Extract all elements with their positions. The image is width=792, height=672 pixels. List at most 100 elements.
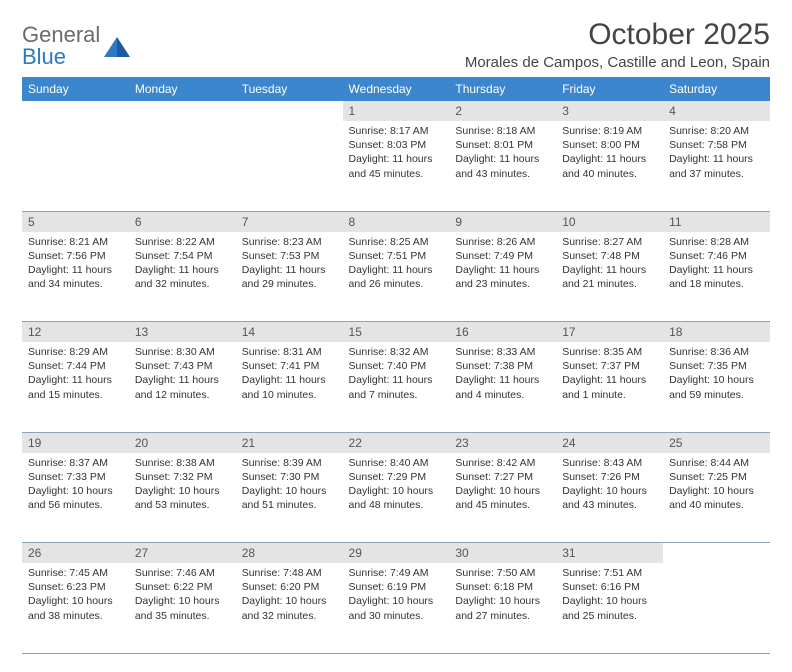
day-cell: Sunrise: 8:35 AMSunset: 7:37 PMDaylight:… xyxy=(556,342,663,432)
day-cell-content: Sunrise: 8:28 AMSunset: 7:46 PMDaylight:… xyxy=(663,232,770,298)
day-cell: Sunrise: 8:22 AMSunset: 7:54 PMDaylight:… xyxy=(129,232,236,322)
day-cell-content: Sunrise: 8:31 AMSunset: 7:41 PMDaylight:… xyxy=(236,342,343,408)
weekday-header: Sunday xyxy=(22,77,129,101)
day-cell-content: Sunrise: 8:43 AMSunset: 7:26 PMDaylight:… xyxy=(556,453,663,519)
day-number: 29 xyxy=(343,543,450,564)
day-number xyxy=(236,101,343,121)
day-cell-content: Sunrise: 7:49 AMSunset: 6:19 PMDaylight:… xyxy=(343,563,450,629)
day-cell-content: Sunrise: 8:19 AMSunset: 8:00 PMDaylight:… xyxy=(556,121,663,187)
day-cell-content: Sunrise: 8:39 AMSunset: 7:30 PMDaylight:… xyxy=(236,453,343,519)
month-title: October 2025 xyxy=(465,18,770,52)
day-number: 5 xyxy=(22,211,129,232)
day-cell xyxy=(663,563,770,653)
day-number: 3 xyxy=(556,101,663,121)
day-cell: Sunrise: 8:25 AMSunset: 7:51 PMDaylight:… xyxy=(343,232,450,322)
day-number: 28 xyxy=(236,543,343,564)
weekday-header: Saturday xyxy=(663,77,770,101)
day-number: 27 xyxy=(129,543,236,564)
day-cell: Sunrise: 8:20 AMSunset: 7:58 PMDaylight:… xyxy=(663,121,770,211)
day-cell: Sunrise: 8:31 AMSunset: 7:41 PMDaylight:… xyxy=(236,342,343,432)
day-cell: Sunrise: 8:38 AMSunset: 7:32 PMDaylight:… xyxy=(129,453,236,543)
day-cell-content: Sunrise: 8:25 AMSunset: 7:51 PMDaylight:… xyxy=(343,232,450,298)
day-content-row: Sunrise: 8:29 AMSunset: 7:44 PMDaylight:… xyxy=(22,342,770,432)
day-cell-content: Sunrise: 8:42 AMSunset: 7:27 PMDaylight:… xyxy=(449,453,556,519)
day-cell: Sunrise: 7:51 AMSunset: 6:16 PMDaylight:… xyxy=(556,563,663,653)
weekday-header: Monday xyxy=(129,77,236,101)
day-number: 19 xyxy=(22,432,129,453)
day-number: 6 xyxy=(129,211,236,232)
day-number: 10 xyxy=(556,211,663,232)
day-cell-content: Sunrise: 7:51 AMSunset: 6:16 PMDaylight:… xyxy=(556,563,663,629)
day-cell-content: Sunrise: 8:35 AMSunset: 7:37 PMDaylight:… xyxy=(556,342,663,408)
day-number: 20 xyxy=(129,432,236,453)
day-number xyxy=(22,101,129,121)
day-cell: Sunrise: 8:19 AMSunset: 8:00 PMDaylight:… xyxy=(556,121,663,211)
day-number-row: 12131415161718 xyxy=(22,322,770,343)
day-cell: Sunrise: 8:43 AMSunset: 7:26 PMDaylight:… xyxy=(556,453,663,543)
day-number: 8 xyxy=(343,211,450,232)
day-number-row: 567891011 xyxy=(22,211,770,232)
day-cell: Sunrise: 8:33 AMSunset: 7:38 PMDaylight:… xyxy=(449,342,556,432)
day-cell-content: Sunrise: 8:37 AMSunset: 7:33 PMDaylight:… xyxy=(22,453,129,519)
day-cell xyxy=(22,121,129,211)
weekday-header: Tuesday xyxy=(236,77,343,101)
day-content-row: Sunrise: 7:45 AMSunset: 6:23 PMDaylight:… xyxy=(22,563,770,653)
title-block: October 2025 Morales de Campos, Castille… xyxy=(465,18,770,71)
day-cell: Sunrise: 8:28 AMSunset: 7:46 PMDaylight:… xyxy=(663,232,770,322)
day-cell-content: Sunrise: 8:17 AMSunset: 8:03 PMDaylight:… xyxy=(343,121,450,187)
day-cell-content: Sunrise: 8:27 AMSunset: 7:48 PMDaylight:… xyxy=(556,232,663,298)
day-cell-content: Sunrise: 8:29 AMSunset: 7:44 PMDaylight:… xyxy=(22,342,129,408)
day-cell: Sunrise: 7:46 AMSunset: 6:22 PMDaylight:… xyxy=(129,563,236,653)
day-number: 23 xyxy=(449,432,556,453)
day-cell: Sunrise: 8:21 AMSunset: 7:56 PMDaylight:… xyxy=(22,232,129,322)
day-number: 4 xyxy=(663,101,770,121)
day-number: 13 xyxy=(129,322,236,343)
logo-triangle-icon xyxy=(104,35,130,57)
day-cell: Sunrise: 8:40 AMSunset: 7:29 PMDaylight:… xyxy=(343,453,450,543)
logo: General Blue xyxy=(22,18,130,68)
day-number: 2 xyxy=(449,101,556,121)
day-number: 17 xyxy=(556,322,663,343)
day-number-row: 262728293031 xyxy=(22,543,770,564)
day-cell-content: Sunrise: 8:44 AMSunset: 7:25 PMDaylight:… xyxy=(663,453,770,519)
day-number: 24 xyxy=(556,432,663,453)
weekday-header: Thursday xyxy=(449,77,556,101)
day-content-row: Sunrise: 8:21 AMSunset: 7:56 PMDaylight:… xyxy=(22,232,770,322)
day-cell-content: Sunrise: 8:20 AMSunset: 7:58 PMDaylight:… xyxy=(663,121,770,187)
day-number-row: 1234 xyxy=(22,101,770,121)
day-number: 9 xyxy=(449,211,556,232)
day-cell-content: Sunrise: 8:40 AMSunset: 7:29 PMDaylight:… xyxy=(343,453,450,519)
day-cell-content: Sunrise: 8:21 AMSunset: 7:56 PMDaylight:… xyxy=(22,232,129,298)
header: General Blue October 2025 Morales de Cam… xyxy=(22,18,770,71)
day-number: 18 xyxy=(663,322,770,343)
day-cell: Sunrise: 8:26 AMSunset: 7:49 PMDaylight:… xyxy=(449,232,556,322)
day-cell-content: Sunrise: 7:50 AMSunset: 6:18 PMDaylight:… xyxy=(449,563,556,629)
day-cell-content: Sunrise: 8:18 AMSunset: 8:01 PMDaylight:… xyxy=(449,121,556,187)
weekday-header-row: SundayMondayTuesdayWednesdayThursdayFrid… xyxy=(22,77,770,101)
day-cell-content: Sunrise: 8:26 AMSunset: 7:49 PMDaylight:… xyxy=(449,232,556,298)
day-cell: Sunrise: 8:30 AMSunset: 7:43 PMDaylight:… xyxy=(129,342,236,432)
day-cell-content: Sunrise: 8:32 AMSunset: 7:40 PMDaylight:… xyxy=(343,342,450,408)
day-cell-content: Sunrise: 7:46 AMSunset: 6:22 PMDaylight:… xyxy=(129,563,236,629)
day-number xyxy=(129,101,236,121)
logo-line2: Blue xyxy=(22,46,100,68)
day-cell: Sunrise: 7:49 AMSunset: 6:19 PMDaylight:… xyxy=(343,563,450,653)
day-cell: Sunrise: 7:45 AMSunset: 6:23 PMDaylight:… xyxy=(22,563,129,653)
day-cell-content: Sunrise: 8:36 AMSunset: 7:35 PMDaylight:… xyxy=(663,342,770,408)
day-number: 1 xyxy=(343,101,450,121)
day-cell-content: Sunrise: 8:23 AMSunset: 7:53 PMDaylight:… xyxy=(236,232,343,298)
day-cell: Sunrise: 8:27 AMSunset: 7:48 PMDaylight:… xyxy=(556,232,663,322)
location: Morales de Campos, Castille and Leon, Sp… xyxy=(465,54,770,71)
day-cell xyxy=(236,121,343,211)
day-number: 15 xyxy=(343,322,450,343)
day-cell: Sunrise: 7:48 AMSunset: 6:20 PMDaylight:… xyxy=(236,563,343,653)
day-cell: Sunrise: 8:39 AMSunset: 7:30 PMDaylight:… xyxy=(236,453,343,543)
day-cell-content: Sunrise: 8:33 AMSunset: 7:38 PMDaylight:… xyxy=(449,342,556,408)
day-cell: Sunrise: 8:32 AMSunset: 7:40 PMDaylight:… xyxy=(343,342,450,432)
calendar-table: SundayMondayTuesdayWednesdayThursdayFrid… xyxy=(22,77,770,654)
weekday-header: Friday xyxy=(556,77,663,101)
day-cell-content: Sunrise: 7:45 AMSunset: 6:23 PMDaylight:… xyxy=(22,563,129,629)
day-number: 22 xyxy=(343,432,450,453)
day-cell: Sunrise: 8:37 AMSunset: 7:33 PMDaylight:… xyxy=(22,453,129,543)
day-cell: Sunrise: 8:17 AMSunset: 8:03 PMDaylight:… xyxy=(343,121,450,211)
